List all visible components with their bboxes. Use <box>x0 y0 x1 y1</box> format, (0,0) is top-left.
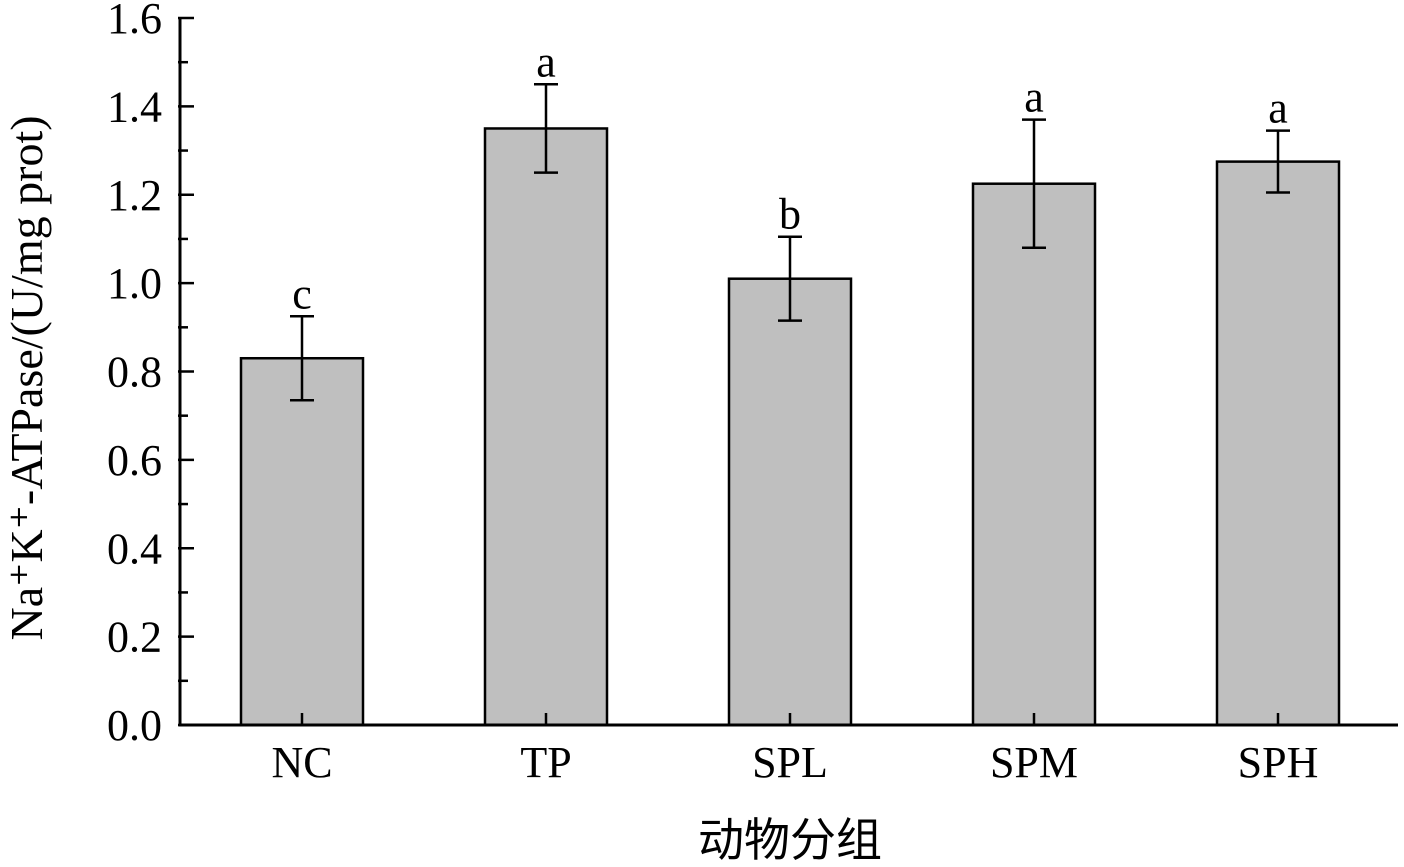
y-ticks-layer: 0.0 0.2 0.4 0.6 0.8 1.0 1.2 1.4 1.6 <box>107 0 194 750</box>
bar-tp <box>483 127 609 727</box>
x-tick-label-spl: SPL <box>752 738 828 787</box>
x-tick-label-spm: SPM <box>990 738 1078 787</box>
significance-label-spl: b <box>779 190 801 239</box>
significance-labels-layer: c a b a a <box>292 37 1288 318</box>
x-tick-label-sph: SPH <box>1238 738 1319 787</box>
x-ticks-layer: NC TP SPL SPM SPH <box>271 713 1318 787</box>
y-tick-label: 0.8 <box>107 348 162 397</box>
significance-label-spm: a <box>1024 73 1044 122</box>
significance-label-tp: a <box>536 37 556 86</box>
y-tick-label: 1.0 <box>107 259 162 308</box>
y-tick-label: 0.2 <box>107 613 162 662</box>
y-axis-title: Na⁺K⁺-ATPase/(U/mg prot) <box>1 115 52 640</box>
y-tick-label: 1.2 <box>107 171 162 220</box>
y-tick-label: 0.0 <box>107 701 162 750</box>
bar-sph <box>1215 160 1341 727</box>
bar-nc <box>239 356 365 727</box>
y-tick-label: 1.4 <box>107 82 162 131</box>
significance-label-nc: c <box>292 269 312 318</box>
x-tick-label-nc: NC <box>271 738 332 787</box>
x-axis-title: 动物分组 <box>698 815 882 866</box>
bar-spl <box>727 277 853 727</box>
y-tick-label: 0.4 <box>107 524 162 573</box>
y-tick-label: 0.6 <box>107 436 162 485</box>
bar-spm <box>971 182 1097 727</box>
y-tick-label: 1.6 <box>107 0 162 43</box>
x-tick-label-tp: TP <box>520 738 571 787</box>
error-bars-layer <box>290 83 1290 402</box>
significance-label-sph: a <box>1268 84 1288 133</box>
